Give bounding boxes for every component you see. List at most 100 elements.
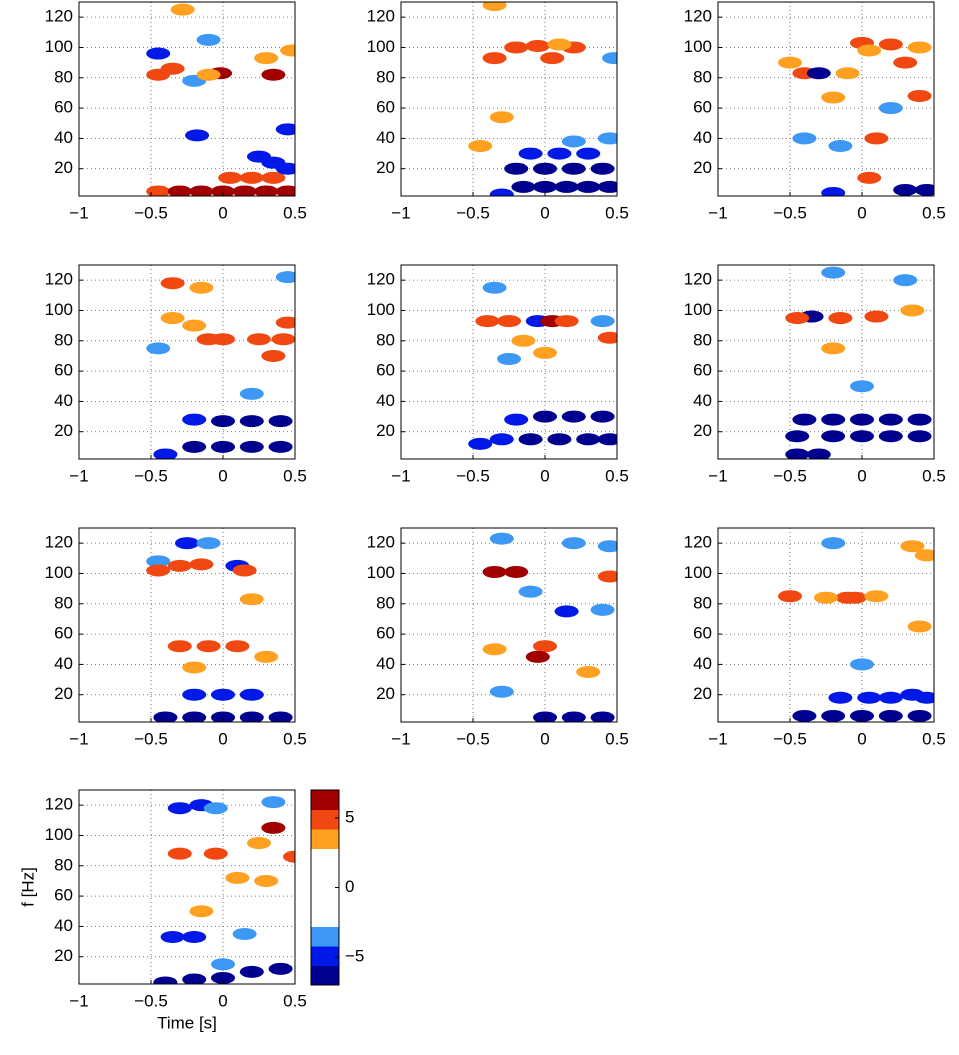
cell: [261, 68, 286, 81]
cell: [597, 570, 617, 583]
cell: [561, 162, 586, 175]
cell: [225, 871, 250, 884]
cell: [146, 555, 171, 568]
cell: [182, 711, 207, 722]
y-tick-label: 40: [54, 391, 73, 410]
cell: [504, 565, 529, 578]
cell: [533, 180, 557, 193]
y-tick-label: 120: [45, 533, 73, 552]
x-tick-label: −1: [69, 203, 88, 222]
cell: [821, 413, 846, 426]
cell: [850, 430, 874, 443]
y-tick-label: 120: [684, 533, 712, 552]
cell: [907, 41, 932, 54]
y-tick-label: 120: [45, 270, 73, 289]
x-tick-label: 0: [218, 466, 227, 485]
cell: [268, 962, 293, 975]
axes-box: [717, 527, 935, 723]
cell: [821, 342, 846, 355]
cell: [785, 312, 810, 325]
cell: [160, 931, 185, 944]
y-tick-label: 20: [693, 421, 712, 440]
x-tick-label: 0.5: [283, 991, 307, 1010]
cell: [821, 266, 846, 279]
cell: [907, 430, 932, 443]
cell: [196, 33, 221, 46]
y-tick-label: 80: [54, 855, 73, 874]
x-tick-label: 0: [857, 466, 866, 485]
cell: [182, 688, 207, 701]
x-tick-label: 0.5: [605, 203, 629, 222]
cell: [864, 590, 889, 603]
cell: [254, 874, 279, 887]
cell: [268, 440, 293, 453]
cell: [792, 132, 817, 145]
cell: [261, 821, 286, 834]
cell: [878, 709, 903, 722]
y-tick-label: 100: [45, 300, 73, 319]
y-tick-label: 100: [45, 37, 73, 56]
colorbar-swatch: [311, 965, 339, 986]
cell: [160, 277, 185, 290]
cell: [489, 685, 514, 698]
x-tick-label: 0.5: [605, 466, 629, 485]
x-tick-label: −0.5: [134, 466, 168, 485]
cell: [907, 89, 932, 102]
y-tick-label: 20: [376, 158, 395, 177]
cell: [211, 688, 235, 701]
cell: [203, 802, 228, 815]
y-tick-label: 20: [54, 684, 73, 703]
cell: [878, 430, 903, 443]
x-tick-label: −1: [391, 466, 410, 485]
cell: [482, 643, 507, 656]
cell: [525, 650, 550, 663]
cell: [785, 430, 810, 443]
x-tick-label: 0.5: [922, 466, 946, 485]
y-tick-label: 100: [45, 825, 73, 844]
cell: [511, 180, 536, 193]
colorbar-tick-label: −5: [345, 947, 364, 966]
cell: [878, 38, 903, 51]
cell: [268, 711, 293, 722]
cell: [482, 2, 507, 12]
cell: [189, 558, 214, 571]
cell: [561, 537, 586, 550]
axes-box: [400, 264, 618, 460]
cell: [792, 709, 817, 722]
colorbar-swatch: [311, 907, 339, 927]
y-tick-label: 60: [693, 361, 712, 380]
colorbar-tick-label: 0: [345, 877, 354, 896]
y-axis-label: f [Hz]: [18, 867, 37, 907]
colorbar: 5 0 −5: [310, 789, 364, 986]
cell: [247, 333, 271, 346]
cell: [182, 440, 207, 453]
cell: [167, 802, 192, 815]
x-tick-label: −0.5: [134, 729, 168, 748]
cell: [821, 186, 846, 196]
y-tick-label: 60: [376, 361, 395, 380]
y-tick-label: 60: [54, 98, 73, 117]
x-tick-label: −1: [708, 466, 727, 485]
cell: [893, 183, 918, 196]
cell: [806, 67, 831, 80]
cell: [239, 965, 264, 978]
cell: [850, 380, 874, 393]
cell: [254, 52, 279, 65]
cell: [153, 448, 178, 459]
x-tick-label: −1: [69, 466, 88, 485]
axes-box: [400, 527, 618, 723]
cell: [533, 711, 557, 722]
cell: [175, 537, 199, 550]
cells: [778, 36, 934, 196]
cell: [561, 711, 586, 722]
cell: [280, 44, 295, 57]
x-tick-label: −1: [708, 203, 727, 222]
panel: −1 −0.5 0 0.5 20 40 60 80 100 120: [45, 527, 307, 748]
panel: −1 −0.5 0 0.5 20 40 60 80 100 120: [45, 264, 307, 485]
y-tick-label: 100: [367, 37, 395, 56]
colorbar-swatch: [311, 926, 339, 947]
cell: [878, 691, 903, 704]
cell: [857, 691, 882, 704]
cell: [239, 711, 264, 722]
